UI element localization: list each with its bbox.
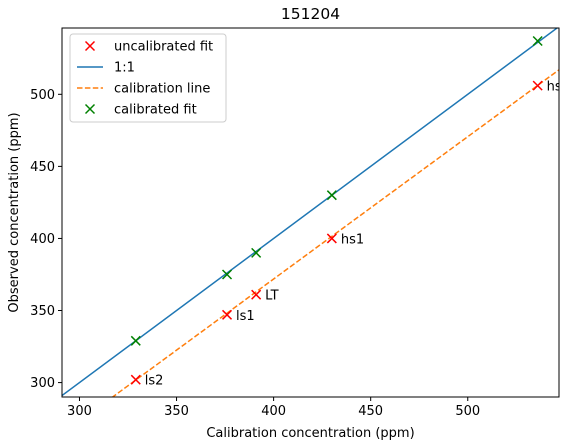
uncalibrated-point	[251, 289, 262, 300]
one-to-one-line	[62, 28, 559, 397]
legend-marker-swatch-stroke-b	[84, 103, 96, 115]
y-tick-label: 450	[30, 160, 55, 175]
legend-label: calibration line	[114, 82, 210, 97]
calibrated-point-stroke-b	[251, 247, 262, 258]
calibrated-point	[326, 190, 337, 201]
x-tick-label: 400	[261, 404, 286, 419]
x-axis-label: Calibration concentration (ppm)	[206, 426, 414, 441]
x-tick-label: 350	[164, 404, 189, 419]
calibrated-point	[251, 247, 262, 258]
legend: uncalibrated fit 1:1 calibration line calib…	[69, 33, 227, 123]
uncalibrated-point	[221, 309, 233, 320]
y-tick-label: 300	[30, 376, 55, 391]
uncalibrated-point-stroke-b	[251, 289, 262, 300]
uncalibrated-point-stroke-b	[130, 374, 141, 385]
calibrated-point	[532, 35, 543, 47]
legend-marker-swatch	[84, 103, 96, 115]
y-tick-label: 500	[30, 88, 55, 103]
axis-ticks: 300 350 400 450 500 300 350 400 450 500	[30, 88, 480, 419]
point-annotation: LT	[265, 289, 278, 304]
legend-label: 1:1	[114, 61, 135, 76]
x-tick-label: 300	[67, 404, 92, 419]
calibrated-point-stroke-b	[221, 269, 233, 280]
point-annotation: ls2	[145, 374, 164, 389]
y-tick-label: 400	[30, 232, 55, 247]
uncalibrated-point	[532, 80, 543, 91]
calibration-line	[111, 69, 559, 397]
plot-area: ls2 ls1 LT hs1 hs2	[62, 28, 570, 397]
legend-marker-swatch	[84, 40, 96, 52]
uncalibrated-point-stroke-b	[326, 233, 337, 244]
x-tick-label: 500	[455, 404, 480, 419]
plot-frame	[61, 27, 560, 398]
uncalibrated-point-stroke-b	[532, 80, 543, 91]
uncalibrated-point	[326, 233, 337, 244]
point-annotation: ls1	[236, 309, 255, 324]
x-tick-label: 450	[358, 404, 383, 419]
legend-label: calibrated fit	[114, 103, 197, 118]
calibrated-point	[130, 335, 141, 346]
calibrated-point-stroke-b	[130, 335, 141, 346]
calibrated-point	[221, 269, 233, 280]
calibrated-point-stroke-b	[532, 35, 543, 47]
point-annotation: hs1	[341, 232, 364, 247]
y-axis-label: Observed concentration (ppm)	[7, 112, 22, 312]
legend-box	[69, 33, 227, 123]
y-tick-label: 350	[30, 304, 55, 319]
uncalibrated-point-stroke-b	[221, 309, 233, 320]
uncalibrated-point	[130, 374, 141, 385]
legend-marker-swatch-stroke-b	[84, 40, 96, 52]
chart-title: 151204	[281, 5, 340, 23]
legend-label: uncalibrated fit	[114, 40, 213, 55]
calibrated-point-stroke-b	[326, 190, 337, 201]
point-annotation: hs2	[547, 80, 570, 95]
